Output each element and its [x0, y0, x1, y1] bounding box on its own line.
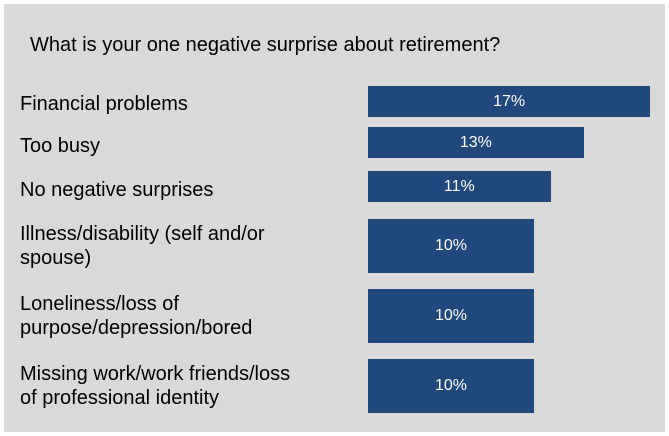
category-label-line: Loneliness/loss of — [20, 293, 179, 315]
category-label: No negative surprises — [20, 178, 360, 202]
category-label-line: Illness/disability (self and/or — [20, 223, 265, 245]
bar — [368, 219, 534, 273]
category-label-line: of professional identity — [20, 387, 220, 409]
category-label: Illness/disability (self and/or spouse) — [20, 222, 360, 270]
category-label-line: Financial problems — [20, 93, 188, 115]
category-label-line: spouse) — [20, 247, 92, 269]
category-label-line: purpose/depression/bored — [20, 317, 253, 339]
bar-value-label: 13% — [459, 133, 492, 151]
category-label-line: Too busy — [20, 135, 101, 157]
chart-title: What is your one negative surprise about… — [30, 34, 501, 56]
category-label: Too busy — [20, 134, 360, 158]
category-label-line: No negative surprises — [20, 179, 214, 201]
category-label: Loneliness/loss of purpose/depression/bor… — [20, 292, 360, 340]
category-label-line: Missing work/work friends/loss — [20, 363, 291, 385]
bar-value-label: 10% — [434, 377, 468, 394]
bar — [368, 171, 551, 202]
bar — [368, 289, 534, 343]
bar-value-label: 17% — [493, 92, 526, 110]
category-label: Missing work/work friends/loss of profess… — [20, 362, 360, 410]
bar-value-label: 10% — [434, 237, 468, 254]
bar-value-label: 11% — [443, 177, 475, 195]
bar — [368, 127, 584, 158]
bar-value-label: 10% — [434, 307, 468, 324]
bar — [368, 359, 534, 413]
chart-panel — [4, 4, 665, 432]
bar — [368, 86, 651, 117]
category-label: Financial problems — [20, 92, 360, 116]
